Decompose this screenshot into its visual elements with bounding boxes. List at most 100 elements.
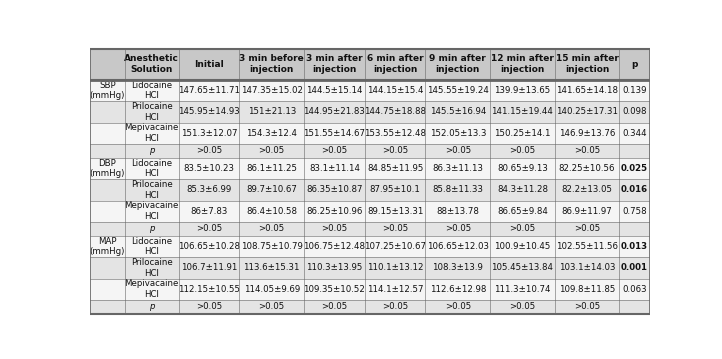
Text: 140.25±17.31: 140.25±17.31: [556, 107, 618, 116]
Text: 0.013: 0.013: [621, 242, 648, 251]
Text: >0.05: >0.05: [445, 224, 471, 233]
Text: Mepivacaine
HCl: Mepivacaine HCl: [124, 123, 179, 143]
Text: >0.05: >0.05: [382, 224, 408, 233]
Text: 103.1±14.03: 103.1±14.03: [559, 264, 615, 272]
Text: Lidocaine
HCl: Lidocaine HCl: [131, 81, 172, 101]
Text: 82.2±13.05: 82.2±13.05: [562, 185, 612, 194]
Bar: [90, 257, 650, 279]
Text: 112.6±12.98: 112.6±12.98: [430, 285, 486, 294]
Bar: [90, 222, 650, 236]
Text: 86.25±10.96: 86.25±10.96: [306, 207, 362, 216]
Text: Lidocaine
HCl: Lidocaine HCl: [131, 159, 172, 178]
Text: 147.35±15.02: 147.35±15.02: [240, 86, 303, 95]
Text: DBP
(mmHg): DBP (mmHg): [90, 159, 125, 178]
Text: 86.4±10.58: 86.4±10.58: [246, 207, 297, 216]
Text: >0.05: >0.05: [382, 146, 408, 155]
Text: >0.05: >0.05: [258, 302, 285, 311]
Text: SBP
(mmHg): SBP (mmHg): [90, 81, 125, 101]
Text: 106.7±11.91: 106.7±11.91: [180, 264, 238, 272]
Text: >0.05: >0.05: [321, 146, 347, 155]
Text: 111.3±10.74: 111.3±10.74: [494, 285, 551, 294]
Text: >0.05: >0.05: [509, 146, 536, 155]
Text: 0.758: 0.758: [622, 207, 647, 216]
Bar: [90, 101, 650, 122]
Text: 86.3±11.13: 86.3±11.13: [432, 164, 483, 173]
Text: 100.9±10.45: 100.9±10.45: [495, 242, 551, 251]
Text: 0.139: 0.139: [622, 86, 647, 95]
Text: 83.5±10.23: 83.5±10.23: [183, 164, 235, 173]
Text: 108.3±13.9: 108.3±13.9: [432, 264, 483, 272]
Text: p: p: [149, 224, 155, 233]
Text: 106.65±12.03: 106.65±12.03: [427, 242, 489, 251]
Text: 84.3±11.28: 84.3±11.28: [497, 185, 548, 194]
Text: >0.05: >0.05: [196, 302, 222, 311]
Text: 83.1±11.14: 83.1±11.14: [309, 164, 360, 173]
Text: Mepivacaine
HCl: Mepivacaine HCl: [124, 279, 179, 299]
Text: 144.5±15.14: 144.5±15.14: [306, 86, 362, 95]
Text: 114.1±12.57: 114.1±12.57: [367, 285, 423, 294]
Text: 6 min after
injection: 6 min after injection: [367, 55, 423, 74]
Text: 109.8±11.85: 109.8±11.85: [559, 285, 615, 294]
Text: >0.05: >0.05: [321, 302, 347, 311]
Text: 147.65±11.71: 147.65±11.71: [178, 86, 240, 95]
Text: 141.65±14.18: 141.65±14.18: [556, 86, 618, 95]
Text: 145.5±16.94: 145.5±16.94: [430, 107, 486, 116]
Text: Lidocaine
HCl: Lidocaine HCl: [131, 237, 172, 256]
Text: 108.75±10.79: 108.75±10.79: [240, 242, 303, 251]
Text: >0.05: >0.05: [196, 224, 222, 233]
Text: 144.95±21.83: 144.95±21.83: [303, 107, 365, 116]
Bar: [90, 144, 650, 158]
Text: 102.55±11.56: 102.55±11.56: [556, 242, 618, 251]
Text: 3 min after
injection: 3 min after injection: [306, 55, 362, 74]
Text: Prilocaine
HCl: Prilocaine HCl: [131, 102, 173, 122]
Text: 0.098: 0.098: [622, 107, 647, 116]
Text: >0.05: >0.05: [509, 224, 536, 233]
Text: 144.15±15.4: 144.15±15.4: [367, 86, 423, 95]
Text: Mepivacaine
HCl: Mepivacaine HCl: [124, 201, 179, 221]
Text: >0.05: >0.05: [445, 302, 471, 311]
Text: p: p: [149, 302, 155, 311]
Text: 0.063: 0.063: [622, 285, 647, 294]
Text: 109.35±10.52: 109.35±10.52: [303, 285, 365, 294]
Text: p: p: [632, 60, 638, 69]
Text: 114.05±9.69: 114.05±9.69: [243, 285, 300, 294]
Text: 85.3±6.99: 85.3±6.99: [186, 185, 232, 194]
Text: >0.05: >0.05: [509, 302, 536, 311]
Bar: [90, 279, 650, 300]
Text: 105.45±13.84: 105.45±13.84: [492, 264, 554, 272]
Text: 3 min before
injection: 3 min before injection: [239, 55, 304, 74]
Text: 152.05±13.3: 152.05±13.3: [430, 129, 486, 137]
Text: 153.55±12.48: 153.55±12.48: [364, 129, 426, 137]
Text: 80.65±9.13: 80.65±9.13: [497, 164, 548, 173]
Bar: [90, 179, 650, 201]
Bar: [90, 300, 650, 314]
Text: >0.05: >0.05: [258, 146, 285, 155]
Text: 85.8±11.33: 85.8±11.33: [432, 185, 483, 194]
Text: 151.55±14.67: 151.55±14.67: [303, 129, 365, 137]
Text: 88±13.78: 88±13.78: [436, 207, 479, 216]
Text: p: p: [149, 146, 155, 155]
Text: >0.05: >0.05: [382, 302, 408, 311]
Text: 0.344: 0.344: [622, 129, 647, 137]
Text: 89.15±13.31: 89.15±13.31: [367, 207, 423, 216]
Text: 15 min after
injection: 15 min after injection: [556, 55, 619, 74]
Text: 106.75±12.48: 106.75±12.48: [303, 242, 365, 251]
Text: >0.05: >0.05: [445, 146, 471, 155]
Text: 82.25±10.56: 82.25±10.56: [559, 164, 615, 173]
Text: 151.3±12.07: 151.3±12.07: [180, 129, 238, 137]
Text: 154.3±12.4: 154.3±12.4: [246, 129, 297, 137]
Text: 146.9±13.76: 146.9±13.76: [559, 129, 615, 137]
Bar: [90, 48, 650, 80]
Text: >0.05: >0.05: [258, 224, 285, 233]
Text: 86.35±10.87: 86.35±10.87: [306, 185, 362, 194]
Text: Prilocaine
HCl: Prilocaine HCl: [131, 258, 173, 278]
Text: >0.05: >0.05: [574, 146, 600, 155]
Text: 86±7.83: 86±7.83: [191, 207, 227, 216]
Bar: [90, 80, 650, 101]
Text: 87.95±10.1: 87.95±10.1: [370, 185, 420, 194]
Text: >0.05: >0.05: [574, 224, 600, 233]
Bar: [90, 122, 650, 144]
Text: 0.025: 0.025: [621, 164, 648, 173]
Text: 113.6±15.31: 113.6±15.31: [243, 264, 300, 272]
Text: 86.9±11.97: 86.9±11.97: [562, 207, 612, 216]
